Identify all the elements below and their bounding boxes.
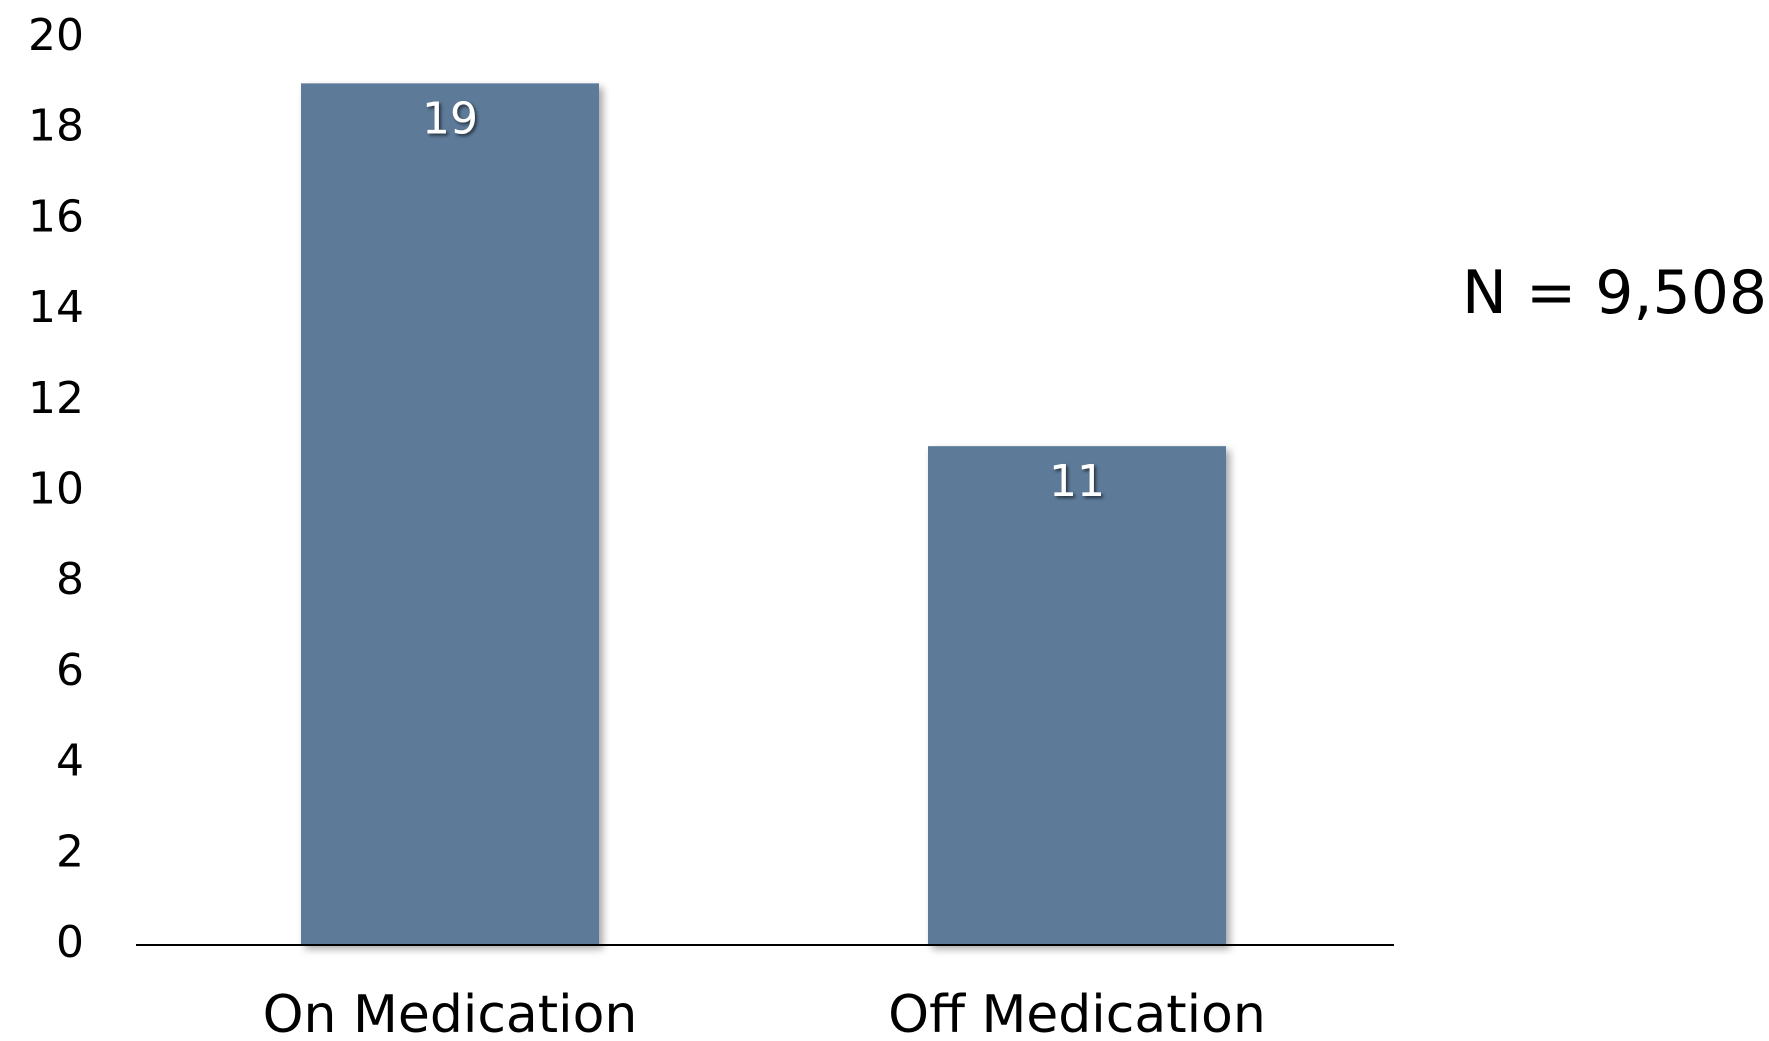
bar-data-label: 19 [422, 93, 478, 144]
y-tick-label: 14 [28, 282, 84, 333]
bar [301, 83, 599, 946]
bar [928, 446, 1226, 945]
x-category-label: Off Medication [888, 985, 1266, 1041]
y-tick-label: 20 [28, 10, 84, 61]
y-tick-label: 0 [56, 917, 84, 968]
y-tick-label: 6 [56, 645, 84, 696]
x-category-label: On Medication [263, 985, 638, 1041]
y-tick-label: 4 [56, 736, 84, 787]
y-tick-label: 12 [28, 373, 84, 424]
y-axis-ticks: 0 2 4 6 8 10 12 14 16 18 20 [28, 10, 84, 968]
y-tick-label: 16 [28, 191, 84, 242]
bar-data-label: 11 [1049, 456, 1105, 507]
category-labels: On Medication Off Medication [263, 985, 1266, 1041]
y-tick-label: 2 [56, 826, 84, 877]
y-tick-label: 10 [28, 464, 84, 515]
y-tick-label: 8 [56, 554, 84, 605]
y-tick-label: 18 [28, 101, 84, 152]
sample-size-annotation: N = 9,508 [1462, 258, 1768, 328]
